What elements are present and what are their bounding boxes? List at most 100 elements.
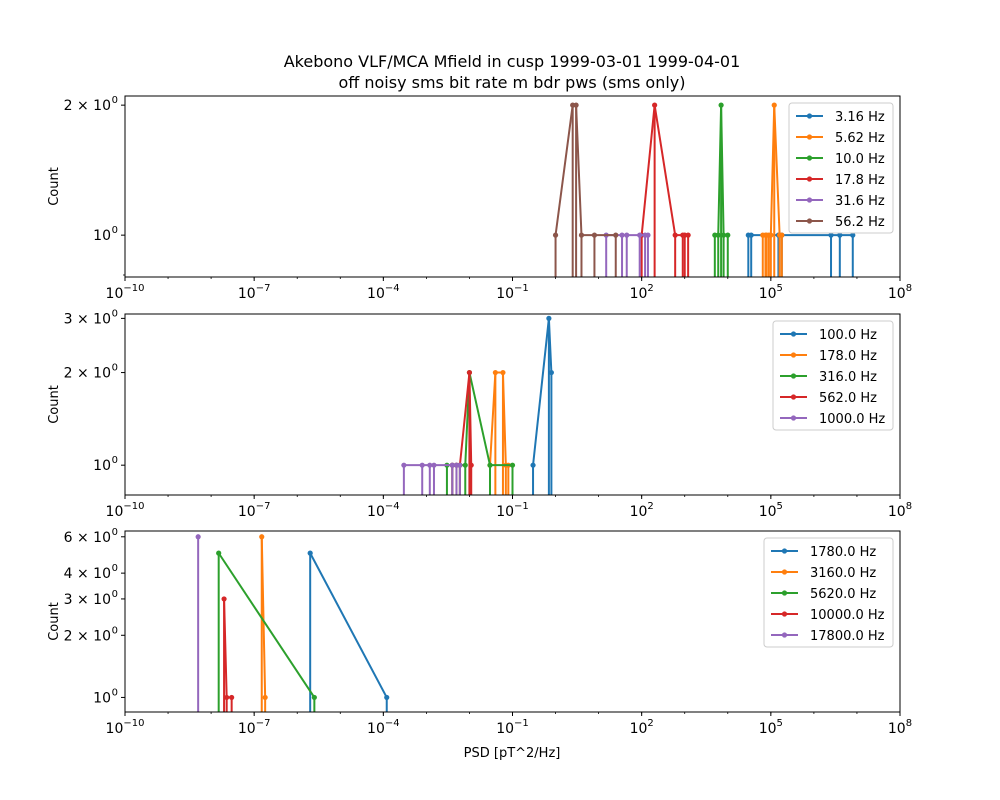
chart-title-line-1: Akebono VLF/MCA Mfield in cusp 1999-03-0…: [284, 52, 741, 71]
tick-base: 6 × 10: [64, 530, 111, 546]
x-tick-label: 10−7: [238, 501, 271, 520]
series-1780-0-hz: [307, 550, 390, 712]
legend-label: 17.8 Hz: [835, 173, 885, 188]
data-point: [195, 534, 201, 540]
tick-base: 3 × 10: [64, 592, 111, 608]
data-point: [229, 694, 235, 701]
y-axis-label: Count: [47, 602, 62, 641]
data-point: [462, 462, 468, 468]
tick-exponent: −4: [385, 718, 400, 729]
x-tick-label: 102: [630, 501, 654, 520]
x-tick-label: 10−4: [367, 501, 400, 520]
data-point: [548, 369, 554, 376]
data-point: [466, 369, 473, 376]
legend-item: 3.16 Hz: [796, 110, 885, 125]
chart-title-line-2: off noisy sms bit rate m bdr pws (sms on…: [338, 73, 685, 92]
data-point: [591, 232, 598, 238]
tick-exponent: 0: [112, 455, 118, 466]
tick-base: 10: [888, 721, 906, 737]
data-point: [487, 462, 493, 468]
x-tick-label: 10−4: [367, 283, 400, 302]
tick-exponent: 0: [112, 225, 118, 236]
tick-exponent: 8: [906, 501, 912, 512]
x-tick-label: 10−4: [367, 718, 400, 737]
legend-label: 5.62 Hz: [835, 131, 885, 146]
data-point: [637, 232, 643, 238]
legend-label: 562.0 Hz: [819, 391, 877, 406]
legend-swatch-marker: [781, 569, 788, 575]
x-tick-label: 10−1: [496, 283, 529, 302]
tick-base: 10: [630, 504, 648, 520]
data-point: [718, 102, 724, 108]
y-tick-label: 10: [93, 690, 111, 706]
series-line: [223, 598, 232, 699]
legend-swatch-marker: [781, 548, 788, 554]
series-5620-0-hz: [216, 550, 317, 712]
tick-base: 10: [888, 504, 906, 520]
data-point: [652, 102, 658, 108]
axes-frame: [124, 95, 901, 278]
tick-exponent: 2: [647, 501, 653, 512]
data-point: [725, 232, 731, 238]
legend-item: 3160.0 Hz: [771, 566, 876, 581]
legend-swatch-marker: [806, 155, 813, 161]
data-point: [578, 232, 585, 238]
data-point: [259, 534, 265, 540]
legend-item: 17800.0 Hz: [771, 629, 885, 644]
tick-exponent: −1: [514, 501, 529, 512]
legend: 1780.0 Hz 3160.0 Hz 5620.0 Hz 10000.0 Hz 178…: [763, 537, 894, 648]
series-line: [488, 371, 509, 467]
data-point: [715, 232, 721, 238]
data-point: [262, 694, 268, 701]
legend-label: 31.6 Hz: [835, 194, 885, 209]
tick-base: 10: [496, 286, 514, 302]
plot-area: [552, 102, 856, 277]
tick-base: 10: [759, 504, 777, 520]
tick-base: 10: [367, 286, 385, 302]
y-tick-label: 10: [93, 458, 111, 474]
data-point: [850, 232, 856, 238]
x-tick-label: 102: [630, 718, 654, 737]
x-tick-label: 10−7: [238, 718, 271, 737]
data-point: [449, 462, 455, 468]
legend-swatch-marker: [790, 415, 797, 421]
series-5-62-hz: [760, 102, 785, 277]
tick-base: 2 × 10: [64, 98, 111, 114]
series-10000-0-hz: [221, 596, 235, 712]
legend-swatch-marker: [806, 134, 813, 140]
y-tick-label: 4 × 10: [64, 566, 111, 582]
data-point: [748, 232, 754, 238]
tick-base: 10: [496, 721, 514, 737]
tick-base: 10: [106, 504, 124, 520]
tick-exponent: −1: [514, 283, 529, 294]
x-tick-label: 105: [759, 283, 783, 302]
legend-swatch-marker: [790, 352, 797, 358]
data-point: [384, 694, 390, 701]
x-tick-label: 105: [759, 718, 783, 737]
tick-exponent: 0: [112, 95, 118, 106]
x-tick-label: 105: [759, 501, 783, 520]
tick-exponent: 0: [112, 589, 118, 600]
y-tick-label: 10: [93, 228, 111, 244]
legend-label: 3.16 Hz: [835, 110, 885, 125]
data-point: [530, 462, 536, 468]
tick-exponent: 0: [112, 527, 118, 538]
tick-exponent: −10: [123, 718, 144, 729]
legend-item: 31.6 Hz: [796, 194, 885, 209]
y-tick-label: 2 × 10: [64, 628, 111, 644]
legend-label: 10000.0 Hz: [810, 608, 885, 623]
legend-label: 56.2 Hz: [835, 215, 885, 230]
data-point: [457, 462, 463, 468]
plot-area: [195, 534, 390, 712]
data-point: [771, 102, 777, 108]
data-point: [828, 232, 834, 238]
data-point: [500, 369, 506, 376]
tick-exponent: 8: [906, 718, 912, 729]
tick-exponent: −7: [256, 718, 271, 729]
legend-item: 1780.0 Hz: [771, 545, 876, 560]
legend-label: 100.0 Hz: [819, 328, 877, 343]
data-point: [509, 462, 516, 468]
legend-item: 562.0 Hz: [780, 391, 877, 406]
data-point: [307, 550, 313, 556]
